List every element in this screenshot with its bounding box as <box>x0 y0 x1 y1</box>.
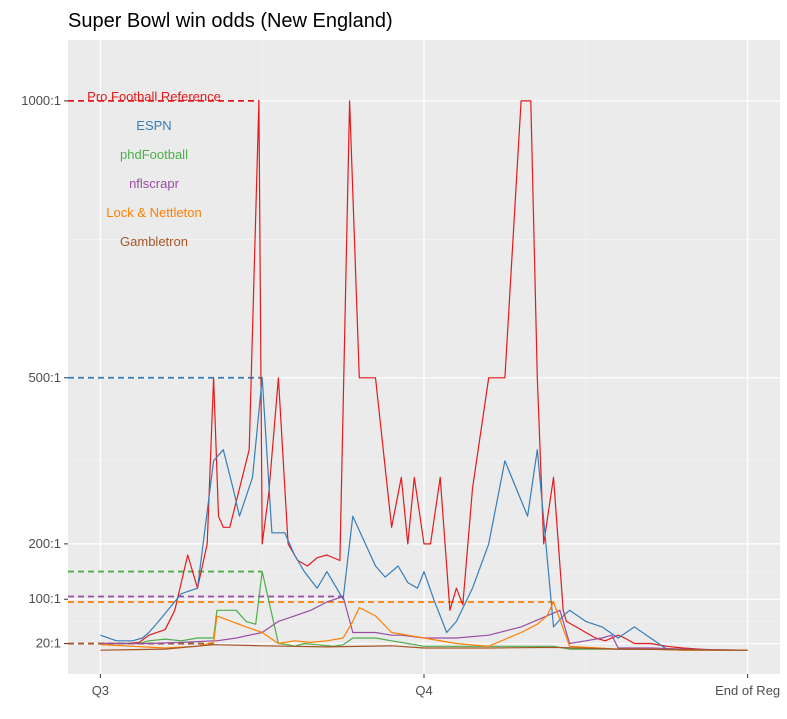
x-tick-label: End of Reg <box>715 683 780 698</box>
y-tick-label: 1000:1 <box>21 93 61 108</box>
series-line-espn <box>100 377 748 651</box>
legend-entry: ESPN <box>136 118 171 133</box>
legend-entry: Lock & Nettleton <box>106 205 201 220</box>
axis-layer: 1000:1 500:1 200:1 100:1 20:1 Q3 Q4 End of Reg <box>21 93 780 698</box>
series-line-pro-football-reference <box>100 100 748 651</box>
chart-title: Super Bowl win odds (New England) <box>68 10 393 32</box>
series-line-nflscrapr <box>100 595 748 651</box>
legend-entry: Gambletron <box>120 234 188 249</box>
legend-entry: Pro Football Reference <box>87 89 221 104</box>
reference-lines <box>68 100 554 645</box>
legend-entry: phdFootball <box>120 147 188 162</box>
series-line-gambletron <box>100 644 748 651</box>
legend: Pro Football Reference ESPN phdFootball nfl… <box>87 89 221 249</box>
legend-entry: nflscrapr <box>129 176 180 191</box>
series-line-lock-nettleton <box>100 601 748 651</box>
y-tick-label: 200:1 <box>28 536 61 551</box>
series-layer <box>100 100 748 651</box>
x-tick-label: Q3 <box>92 683 109 698</box>
grid-layer <box>68 40 780 674</box>
x-tick-label: Q4 <box>415 683 432 698</box>
y-tick-label: 20:1 <box>36 636 61 651</box>
y-tick-label: 100:1 <box>28 591 61 606</box>
y-tick-label: 500:1 <box>28 370 61 385</box>
